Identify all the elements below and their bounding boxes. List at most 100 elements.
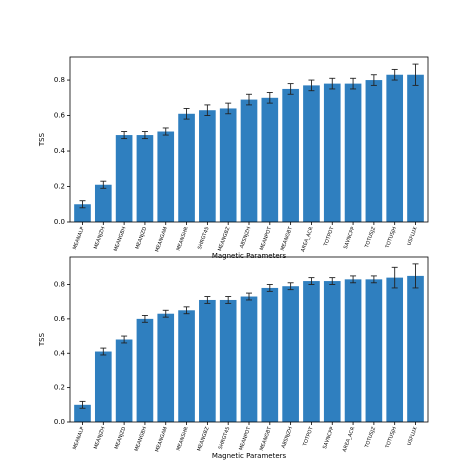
bar [407,74,424,222]
error-bar [370,275,377,284]
y-tick-label: 0.0 [54,218,65,226]
bar [240,296,258,422]
bar [219,299,237,422]
error-bar [141,131,148,140]
error-bar [350,275,357,284]
y-axis-label: TSS [38,332,46,347]
x-tick-label: MEANGBT [280,225,295,251]
bar [115,339,133,422]
bar [219,108,237,222]
error-bar [100,180,107,189]
x-tick-label: MEANGBT [259,425,274,451]
x-tick-label: MEANGAM [154,426,169,453]
bar [365,80,383,222]
bar [178,310,195,422]
bar [74,204,91,222]
x-tick-label: MEANGBH [113,226,128,252]
x-tick-label: USFLUX [407,426,419,447]
x-tick-label: ABSNJZH [239,226,252,249]
x-tick-label: SAVNCPP [322,426,336,450]
bar [74,404,91,422]
x-tick-label: TOTPOT [323,225,336,248]
error-bar [79,400,86,409]
x-axis-label: Magnetic Parameters [212,252,287,260]
x-tick-label: TOTPOT [302,425,315,448]
error-bar [391,68,398,81]
y-tick-label: 0.8 [54,281,65,289]
bar [199,110,216,222]
bar [178,113,195,222]
x-tick-label: ABSNJZH [281,426,294,449]
x-tick-label: MEANALP [72,426,86,450]
bar [240,99,258,222]
error-bar [266,284,273,292]
bar [323,83,341,222]
bar [303,281,320,422]
error-bar [308,277,315,285]
x-axis-label: Magnetic Parameters [212,452,287,460]
x-tick-label: MEANPOT [238,425,252,451]
error-bar [412,63,419,86]
bar [157,313,175,422]
x-tick-label: MEANSHR [176,226,190,252]
error-bar [308,79,315,92]
error-bar [412,263,419,289]
y-tick-label: 0.4 [54,349,66,357]
y-tick-label: 0.0 [54,418,65,426]
bar [261,97,279,222]
error-bar [121,131,128,140]
error-bar [391,266,398,289]
bar [303,85,320,222]
error-bar [183,306,190,315]
x-tick-label: MEANJZD [135,226,149,250]
x-tick-label: MEANALP [72,226,86,250]
bar [94,351,112,422]
x-tick-label: TOTUSJZ [364,426,378,450]
y-tick-label: 0.2 [54,183,65,191]
error-bar [162,309,169,318]
error-bar [204,296,211,304]
error-bar [204,104,211,116]
error-bar [183,108,190,120]
error-bar [225,102,232,115]
bar [282,88,299,222]
error-bar [266,92,273,104]
bar [386,74,404,222]
x-tick-label: TOTUSJH [384,426,398,450]
error-bar [100,347,107,356]
bar [94,184,112,222]
bar [407,275,424,422]
x-tick-label: MEANJZH [93,226,107,250]
error-bar [121,335,128,344]
x-tick-label: MEANGBZ [217,226,232,252]
axes-frame [69,256,429,423]
x-tick-label: AREA_ACR [342,426,357,453]
x-tick-label: MEANGBZ [196,426,211,452]
error-bar [141,314,148,323]
x-tick-label: MEANJZH [93,426,107,450]
bar [115,135,133,222]
bar [344,83,362,222]
x-tick-label: MEANPOT [259,225,273,251]
error-bar [329,77,336,90]
x-tick-label: SAVNCPP [343,226,357,250]
x-tick-label: MEANGAM [154,226,169,253]
y-tick-label: 0.6 [54,112,66,120]
bar [157,131,175,222]
bar [365,279,383,422]
x-tick-label: USFLUX [407,226,419,247]
x-tick-label: TOTUSJH [384,226,398,250]
x-tick-label: MEANSHR [176,426,190,452]
bar [323,281,341,422]
error-bar [246,292,252,301]
x-tick-label: SHRGT45 [197,226,211,250]
error-bar [79,200,86,209]
x-tick-label: AREA_ACR [300,226,315,253]
error-bar [225,296,232,304]
bar [386,277,404,422]
bar [199,299,216,422]
y-tick-label: 0.4 [54,147,66,155]
x-tick-label: TOTUSJZ [364,226,378,250]
x-tick-label: SHRGT45 [218,426,232,450]
y-tick-label: 0.6 [54,315,66,323]
